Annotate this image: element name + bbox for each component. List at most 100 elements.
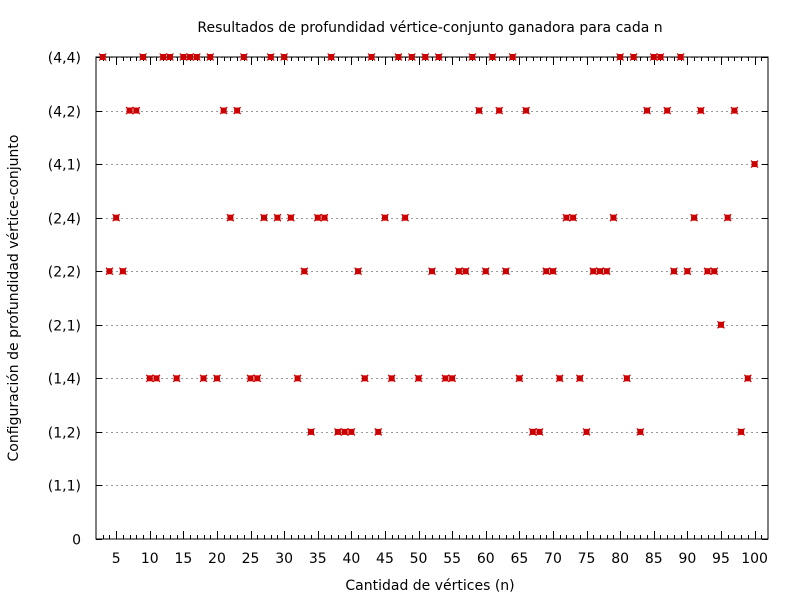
data-point (266, 53, 275, 61)
x-tick-label: 90 (678, 551, 696, 567)
data-point-cross (723, 213, 732, 222)
x-tick-label: 15 (174, 551, 192, 567)
data-point-cross (293, 374, 302, 383)
data-point (683, 267, 692, 276)
data-point (172, 374, 181, 383)
data-point (159, 53, 168, 61)
data-point (340, 427, 349, 436)
data-point-cross (186, 53, 195, 61)
data-point-cross (125, 106, 134, 115)
data-point-cross (508, 53, 517, 61)
data-point-cross (132, 106, 141, 115)
data-point (743, 374, 752, 383)
y-tick-label: (4,2) (48, 105, 81, 121)
data-point-cross (596, 267, 604, 276)
data-point (206, 53, 215, 61)
data-point (414, 374, 423, 383)
x-tick-label: 55 (443, 551, 461, 567)
data-point (387, 374, 396, 383)
data-point (616, 53, 625, 61)
data-point-cross (226, 213, 235, 222)
data-point (495, 106, 504, 115)
data-point (643, 106, 651, 115)
x-tick-label: 95 (712, 551, 730, 567)
data-point (528, 427, 537, 436)
data-point (233, 106, 242, 115)
x-tick-label: 20 (208, 551, 226, 567)
x-tick-label: 40 (342, 551, 360, 567)
y-axis-ticks: 0 (1,1) (1,2) (1,4) (2,1) (2,2) (2,4) (4,1) (4,2… (48, 51, 768, 549)
data-point (280, 53, 289, 61)
data-point (622, 374, 631, 383)
data-point-cross (172, 374, 181, 383)
data-point-cross (629, 53, 638, 61)
data-point-cross (165, 53, 174, 61)
data-point (192, 53, 201, 61)
data-point-cross (145, 374, 154, 383)
data-point-cross (441, 374, 450, 383)
data-point-cross (428, 267, 436, 276)
data-point-cross (562, 213, 571, 222)
x-tick-label: 100 (741, 551, 768, 567)
data-point (596, 267, 604, 276)
x-tick-label: 5 (112, 551, 121, 567)
data-point (522, 106, 531, 115)
data-point-cross (468, 53, 477, 61)
x-tick-label: 85 (645, 551, 663, 567)
data-point (219, 106, 228, 115)
data-point-cross (636, 427, 645, 436)
data-point-cross (327, 53, 336, 61)
data-point (407, 53, 416, 61)
data-point (434, 53, 443, 61)
data-point (320, 213, 329, 222)
y-tick-label: 0 (72, 533, 81, 549)
data-point-cross (112, 213, 121, 222)
x-axis-title: Cantidad de vértices (n) (345, 578, 514, 594)
data-point (260, 213, 268, 222)
data-point (555, 374, 564, 383)
data-point (481, 267, 490, 276)
data-point (562, 213, 571, 222)
data-point (676, 53, 685, 61)
data-point-cross (549, 267, 557, 276)
data-point-cross (179, 53, 188, 61)
data-point (710, 267, 719, 276)
data-point-cross (340, 427, 349, 436)
data-point-cross (260, 213, 268, 222)
data-point (347, 427, 356, 436)
data-point (428, 267, 436, 276)
data-point-cross (461, 267, 470, 276)
data-point-cross (401, 213, 410, 222)
data-point (145, 374, 154, 383)
data-point (213, 374, 221, 383)
data-point-cross (743, 374, 752, 383)
data-point-cross (105, 267, 114, 276)
data-point-cross (448, 374, 457, 383)
data-point (488, 53, 497, 61)
data-point-cross (199, 374, 208, 383)
data-point-cross (360, 374, 369, 383)
x-tick-label: 75 (578, 551, 596, 567)
data-point-cross (300, 267, 309, 276)
data-point-cross (488, 53, 497, 61)
data-point-cross (475, 106, 483, 115)
data-point (582, 427, 591, 436)
data-point-cross (569, 213, 578, 222)
data-point (501, 267, 510, 276)
data-point (575, 374, 584, 383)
data-point (239, 53, 248, 61)
data-point-cross (730, 106, 739, 115)
data-point-cross (280, 53, 289, 61)
data-point-cross (213, 374, 221, 383)
data-point (118, 267, 127, 276)
data-point-cross (522, 106, 531, 115)
data-point-cross (313, 213, 322, 222)
data-point (448, 374, 457, 383)
data-point-cross (286, 213, 295, 222)
x-tick-label: 30 (275, 551, 293, 567)
data-point (461, 267, 470, 276)
data-point-cross (703, 267, 712, 276)
data-point (629, 53, 638, 61)
